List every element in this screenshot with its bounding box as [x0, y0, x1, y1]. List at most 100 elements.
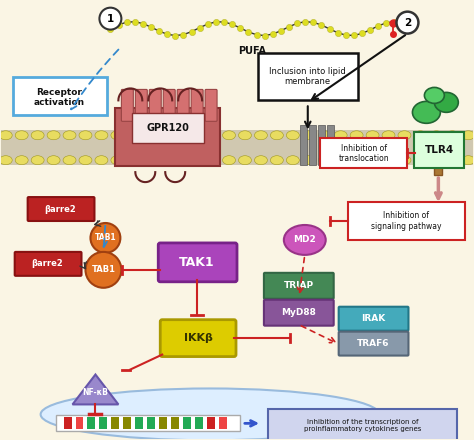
- Bar: [183, 418, 191, 429]
- FancyBboxPatch shape: [135, 89, 147, 121]
- Bar: [64, 418, 72, 429]
- Ellipse shape: [95, 156, 108, 165]
- Bar: [309, 125, 316, 165]
- Ellipse shape: [424, 88, 444, 103]
- FancyBboxPatch shape: [13, 77, 108, 115]
- Ellipse shape: [434, 92, 458, 112]
- Ellipse shape: [462, 131, 474, 140]
- Ellipse shape: [255, 156, 267, 165]
- Ellipse shape: [15, 131, 28, 140]
- Ellipse shape: [270, 131, 283, 140]
- Ellipse shape: [430, 131, 443, 140]
- Ellipse shape: [334, 131, 347, 140]
- Bar: [75, 418, 83, 429]
- Ellipse shape: [334, 156, 347, 165]
- Ellipse shape: [41, 389, 380, 440]
- FancyBboxPatch shape: [268, 409, 457, 440]
- FancyBboxPatch shape: [347, 202, 465, 240]
- Circle shape: [85, 252, 121, 288]
- Text: 2: 2: [404, 18, 411, 28]
- Ellipse shape: [207, 156, 219, 165]
- Ellipse shape: [159, 131, 172, 140]
- Bar: [1, 130, 473, 165]
- Ellipse shape: [366, 131, 379, 140]
- Ellipse shape: [284, 225, 326, 255]
- Ellipse shape: [159, 156, 172, 165]
- Text: βarre2: βarre2: [32, 259, 64, 268]
- FancyBboxPatch shape: [115, 108, 220, 166]
- Ellipse shape: [95, 131, 108, 140]
- Ellipse shape: [191, 131, 204, 140]
- Circle shape: [100, 7, 121, 29]
- Ellipse shape: [111, 156, 124, 165]
- Bar: [434, 155, 442, 175]
- Text: 1: 1: [107, 14, 114, 24]
- FancyBboxPatch shape: [158, 243, 237, 282]
- Text: IKKβ: IKKβ: [184, 333, 212, 343]
- FancyBboxPatch shape: [205, 89, 217, 121]
- Ellipse shape: [0, 131, 12, 140]
- FancyBboxPatch shape: [163, 89, 175, 121]
- Ellipse shape: [398, 131, 411, 140]
- Bar: [147, 418, 155, 429]
- Bar: [135, 418, 143, 429]
- FancyBboxPatch shape: [339, 332, 409, 356]
- Ellipse shape: [350, 131, 363, 140]
- Ellipse shape: [318, 156, 331, 165]
- Text: MD2: MD2: [293, 235, 316, 245]
- Ellipse shape: [462, 156, 474, 165]
- FancyBboxPatch shape: [149, 89, 161, 121]
- Circle shape: [396, 11, 419, 33]
- Circle shape: [91, 223, 120, 253]
- Ellipse shape: [350, 156, 363, 165]
- Ellipse shape: [47, 156, 60, 165]
- Text: TAB1: TAB1: [91, 265, 116, 275]
- Ellipse shape: [318, 131, 331, 140]
- Ellipse shape: [47, 131, 60, 140]
- Ellipse shape: [15, 156, 28, 165]
- Text: MyD88: MyD88: [282, 308, 316, 317]
- Text: Inhibition of
signaling pathway: Inhibition of signaling pathway: [371, 211, 442, 231]
- FancyBboxPatch shape: [258, 52, 357, 100]
- Ellipse shape: [382, 156, 395, 165]
- Text: Receptor
activation: Receptor activation: [34, 88, 85, 107]
- Ellipse shape: [255, 131, 267, 140]
- FancyBboxPatch shape: [121, 89, 133, 121]
- Ellipse shape: [223, 131, 236, 140]
- Ellipse shape: [143, 156, 156, 165]
- Bar: [318, 125, 325, 165]
- Ellipse shape: [191, 156, 204, 165]
- Ellipse shape: [127, 156, 140, 165]
- Ellipse shape: [446, 131, 459, 140]
- Polygon shape: [73, 374, 118, 404]
- Bar: [159, 418, 167, 429]
- Text: TAB1: TAB1: [95, 234, 116, 242]
- Text: TAK1: TAK1: [179, 257, 215, 269]
- Bar: [100, 418, 108, 429]
- Text: PUFA: PUFA: [238, 45, 266, 55]
- Ellipse shape: [63, 156, 76, 165]
- Bar: [123, 418, 131, 429]
- FancyBboxPatch shape: [320, 138, 408, 168]
- Text: TRAF6: TRAF6: [357, 339, 390, 348]
- Ellipse shape: [175, 156, 188, 165]
- Ellipse shape: [238, 131, 251, 140]
- Ellipse shape: [143, 131, 156, 140]
- Text: GPR120: GPR120: [147, 123, 190, 133]
- FancyBboxPatch shape: [27, 197, 94, 221]
- FancyBboxPatch shape: [264, 273, 334, 299]
- Ellipse shape: [366, 156, 379, 165]
- Ellipse shape: [31, 131, 44, 140]
- Ellipse shape: [270, 156, 283, 165]
- Bar: [88, 418, 95, 429]
- Text: TLR4: TLR4: [425, 145, 454, 155]
- Bar: [300, 125, 307, 165]
- Ellipse shape: [398, 156, 411, 165]
- Ellipse shape: [302, 131, 315, 140]
- Ellipse shape: [238, 156, 251, 165]
- Ellipse shape: [414, 131, 427, 140]
- Ellipse shape: [111, 131, 124, 140]
- Ellipse shape: [430, 156, 443, 165]
- Text: Inhibition of the transcription of
proinflammatory cytokines genes: Inhibition of the transcription of proin…: [304, 419, 421, 432]
- Ellipse shape: [31, 156, 44, 165]
